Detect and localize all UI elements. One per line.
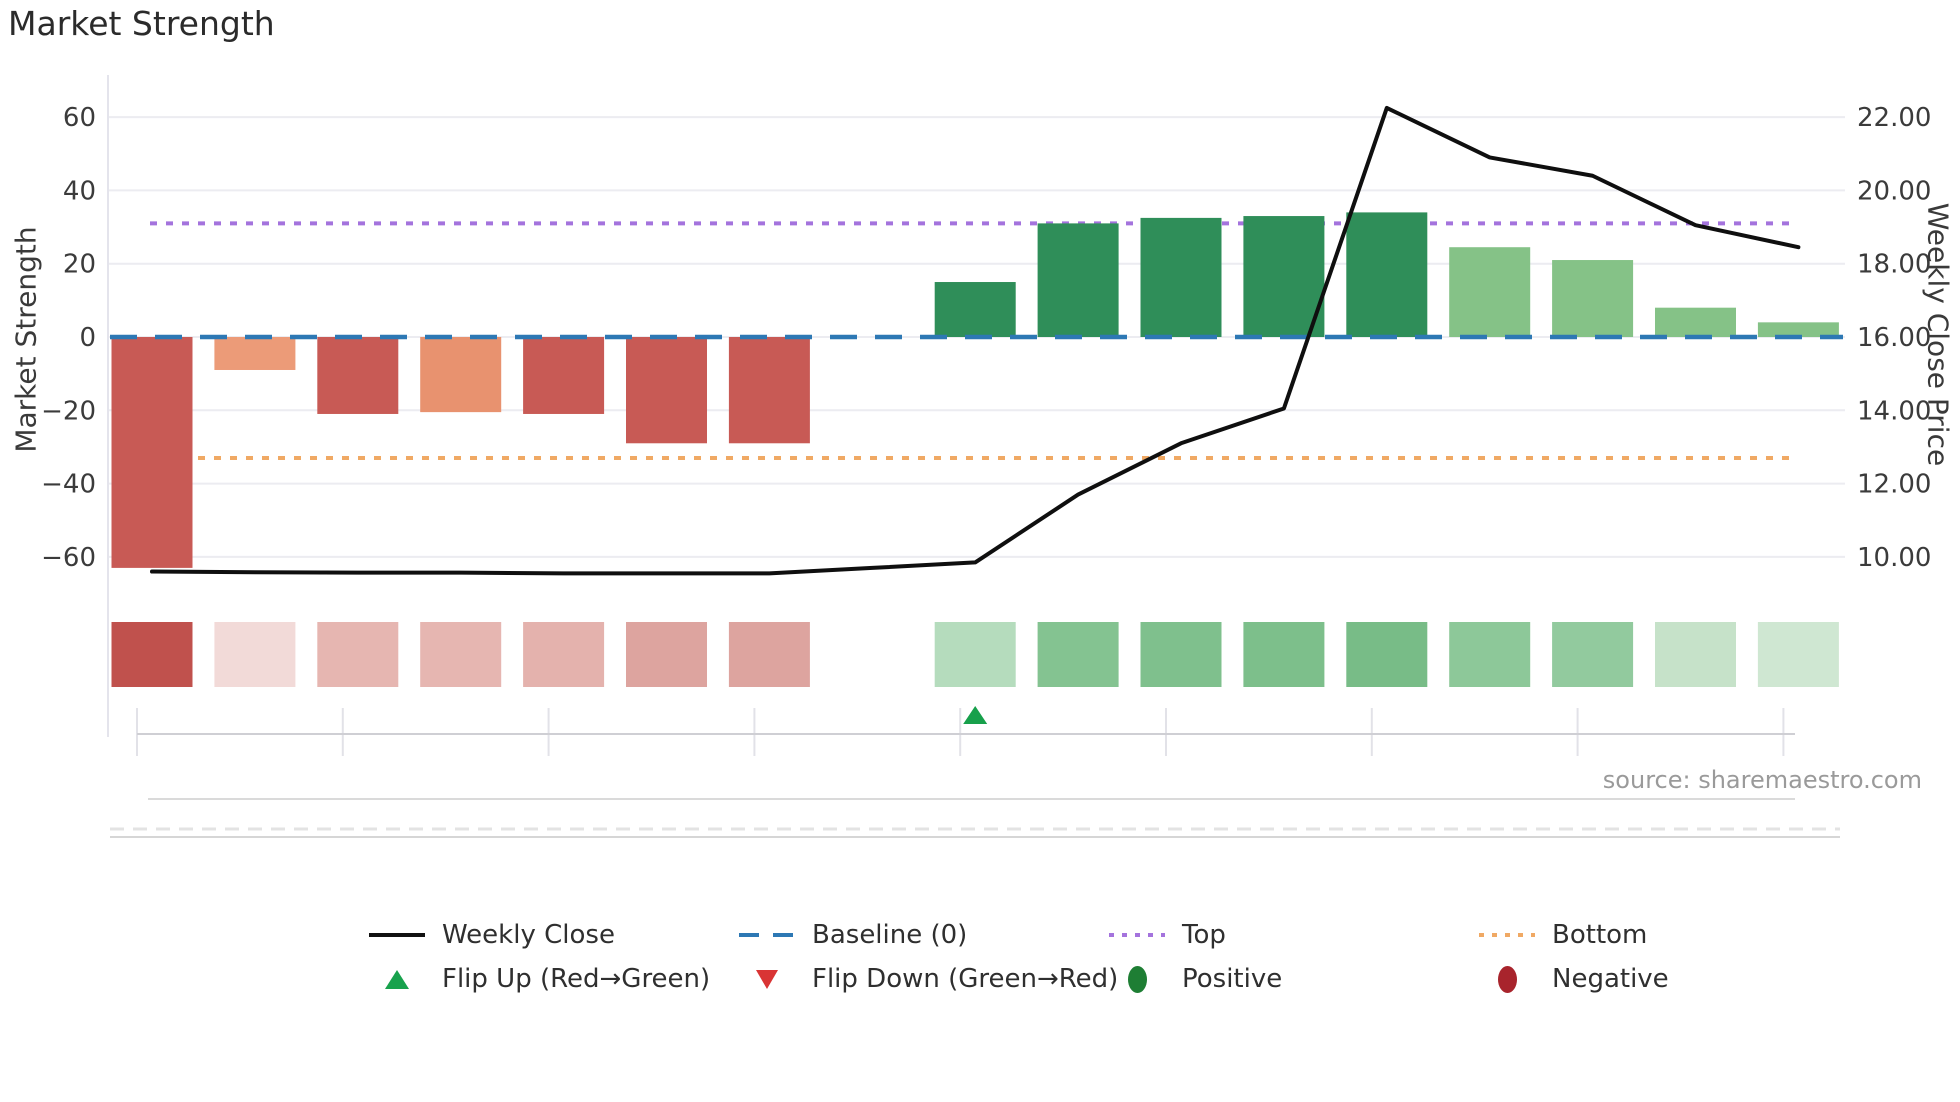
- bar-slot-15: [1552, 260, 1634, 337]
- bar-slot-12: [1243, 216, 1325, 337]
- bar-slot-2: [214, 337, 296, 370]
- weekly-close-line: [150, 105, 1801, 576]
- heatmap-cell-6: [626, 622, 707, 687]
- legend-label: Positive: [1182, 964, 1283, 994]
- heatmap-cell-11: [1140, 622, 1222, 687]
- heatmap-cell-13: [1346, 622, 1428, 687]
- legend-item-3: Top: [1108, 916, 1478, 954]
- legend-label: Baseline (0): [812, 920, 968, 950]
- heatmap-cell-16: [1655, 622, 1736, 687]
- heatmap-cell-7: [728, 622, 810, 687]
- legend-label: Top: [1182, 920, 1226, 950]
- bar-slot-7: [728, 337, 810, 444]
- left-axis-tick: −20: [41, 396, 96, 426]
- bar-slot-17: [1757, 322, 1839, 337]
- heatmap-cell-5: [523, 622, 605, 687]
- triangle-down-icon: [738, 969, 796, 989]
- legend-item-5: Flip Up (Red→Green): [368, 960, 738, 998]
- legend-item-6: Flip Down (Green→Red): [738, 960, 1118, 998]
- dotted-line-icon: [1108, 933, 1166, 937]
- legend-label: Flip Up (Red→Green): [442, 964, 711, 994]
- source-credit: source: sharemaestro.com: [1602, 766, 1922, 794]
- ellipse-icon: [1108, 965, 1166, 993]
- heatmap-cell-3: [317, 622, 399, 687]
- legend-item-8: Negative: [1478, 960, 1848, 998]
- left-axis-tick: 60: [63, 103, 96, 133]
- right-axis-tick: 12.00: [1857, 470, 1931, 500]
- bar-slot-3: [317, 337, 399, 414]
- heatmap-cell-2: [214, 622, 296, 687]
- bar-slot-16: [1655, 307, 1736, 337]
- left-axis-tick: 20: [63, 250, 96, 280]
- heatmap-cell-10: [1037, 622, 1119, 687]
- heatmap-cell-1: [111, 622, 193, 687]
- bar-slot-4: [420, 337, 502, 413]
- right-axis-tick: 20.00: [1857, 176, 1931, 206]
- dashed-line-icon: [738, 933, 796, 937]
- heatmap-cell-17: [1757, 622, 1839, 687]
- left-axis-tick: −40: [41, 470, 96, 500]
- dotted-line-icon: [1478, 933, 1536, 937]
- triangle-up-icon: [368, 969, 426, 989]
- bar-slot-11: [1140, 217, 1222, 337]
- heatmap-cell-14: [1449, 622, 1531, 687]
- legend-label: Bottom: [1552, 920, 1648, 950]
- legend: Weekly Close Baseline (0) Top Bottom Flip Up…: [368, 916, 1848, 998]
- bar-slot-14: [1449, 247, 1531, 337]
- heatmap-cell-9: [934, 622, 1016, 687]
- legend-label: Flip Down (Green→Red): [812, 964, 1119, 994]
- bar-slot-9: [934, 282, 1016, 337]
- flip-up-marker: [963, 706, 988, 724]
- bar-slot-5: [523, 337, 605, 414]
- bar-slot-6: [626, 337, 707, 444]
- legend-item-1: Weekly Close: [368, 916, 738, 954]
- legend-label: Weekly Close: [442, 920, 615, 950]
- right-axis-tick: 22.00: [1857, 103, 1931, 133]
- right-axis-tick: 10.00: [1857, 543, 1931, 573]
- left-axis-tick: 40: [63, 176, 96, 206]
- legend-item-7: Positive: [1108, 960, 1478, 998]
- solid-line-icon: [368, 933, 426, 937]
- legend-item-2: Baseline (0): [738, 916, 1108, 954]
- right-axis-tick: 18.00: [1857, 250, 1931, 280]
- bar-slot-13: [1346, 212, 1428, 337]
- heatmap-cell-4: [420, 622, 502, 687]
- bar-slot-1: [111, 337, 193, 568]
- right-axis-tick: 14.00: [1857, 396, 1931, 426]
- left-axis-tick: −60: [41, 543, 96, 573]
- heatmap-cell-15: [1552, 622, 1634, 687]
- heatmap-cell-12: [1243, 622, 1325, 687]
- right-axis-tick: 16.00: [1857, 323, 1931, 353]
- bar-slot-10: [1037, 223, 1119, 337]
- left-axis-tick: 0: [79, 323, 96, 353]
- legend-item-4: Bottom: [1478, 916, 1848, 954]
- legend-label: Negative: [1552, 964, 1669, 994]
- chart-title: Market Strength: [8, 4, 275, 43]
- ellipse-icon: [1478, 965, 1536, 993]
